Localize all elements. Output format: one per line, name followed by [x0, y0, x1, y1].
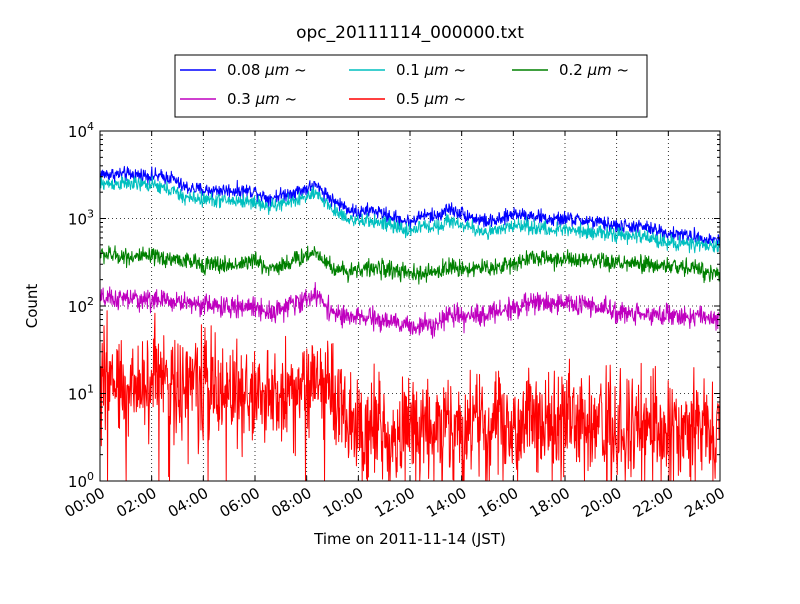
legend-frame — [174, 54, 648, 118]
x-tick-label: 18:00 — [527, 484, 573, 521]
x-tick-label: 22:00 — [630, 484, 676, 521]
x-axis-label: Time on 2011-11-14 (JST) — [313, 530, 506, 548]
series-line — [100, 175, 720, 254]
x-tick-label: 24:00 — [682, 484, 728, 521]
y-tick-label: 101 — [68, 383, 94, 404]
legend-label: 0.5 μm ~ — [396, 90, 466, 108]
legend-label: 0.1 μm ~ — [396, 61, 466, 79]
x-tick-label: 16:00 — [475, 484, 521, 521]
legend: 0.08 μm ~ 0.1 μm ~ 0.2 μm ~ 0.3 μm ~ 0.5 μm … — [174, 54, 648, 118]
series-line — [100, 310, 720, 481]
y-tick-labels: 100 101 102 103 104 — [68, 120, 94, 491]
y-axis-label: Count — [23, 284, 41, 329]
x-tick-label: 12:00 — [372, 484, 418, 521]
x-tick-label: 06:00 — [217, 484, 263, 521]
x-tick-labels: 00:00 02:00 04:00 06:00 08:00 10:00 12:00 14:00… — [62, 484, 728, 521]
series-line — [100, 281, 720, 339]
legend-label: 0.2 μm ~ — [559, 61, 629, 79]
x-tick-label: 20:00 — [578, 484, 624, 521]
series-group — [100, 165, 720, 481]
y-tick-label: 102 — [68, 295, 94, 316]
y-tick-label: 103 — [68, 208, 94, 229]
x-tick-label: 02:00 — [113, 484, 159, 521]
x-tick-label: 10:00 — [320, 484, 366, 521]
chart-title: opc_20111114_000000.txt — [296, 23, 524, 43]
series-line — [100, 165, 720, 248]
x-tick-label: 14:00 — [423, 484, 469, 521]
series-line — [100, 245, 720, 285]
x-tick-label: 08:00 — [268, 484, 314, 521]
legend-label: 0.3 μm ~ — [227, 90, 297, 108]
legend-label: 0.08 μm ~ — [227, 61, 307, 79]
x-tick-label: 04:00 — [165, 484, 211, 521]
plot-area-frame — [99, 130, 721, 482]
grid — [100, 131, 720, 481]
y-tick-label: 104 — [68, 120, 94, 141]
y-tick-label: 100 — [68, 470, 94, 491]
